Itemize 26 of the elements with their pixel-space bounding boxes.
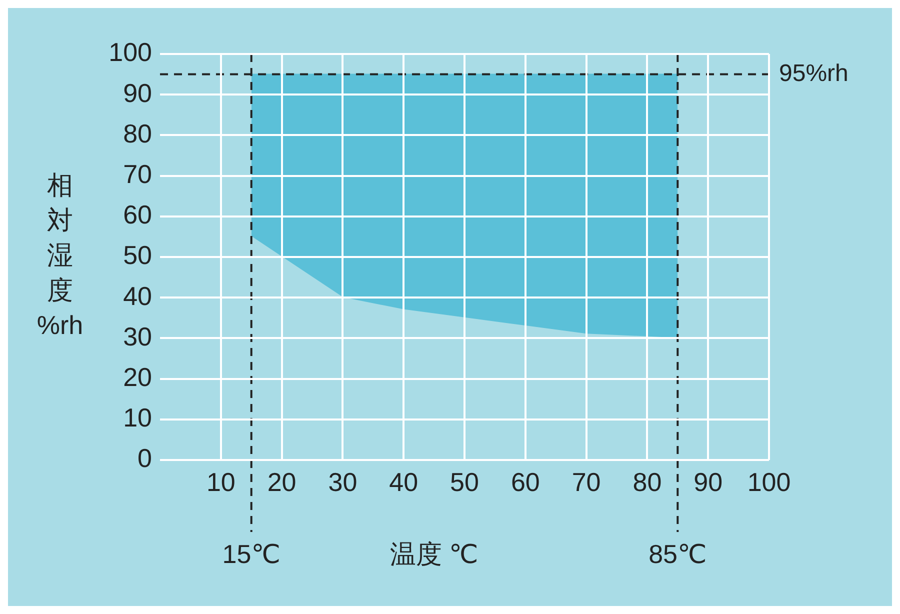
x-tick-label: 100 xyxy=(747,466,791,497)
x-tick-label: 30 xyxy=(328,466,358,497)
y-tick-label: 70 xyxy=(123,158,152,189)
x-tick-label: 70 xyxy=(572,466,601,497)
y-tick-label: 30 xyxy=(123,321,152,352)
x-tick-label: 20 xyxy=(267,466,296,497)
y-tick-label: 20 xyxy=(123,362,152,392)
y-tick-label: 0 xyxy=(138,443,152,474)
y-tick-label: 50 xyxy=(123,240,152,270)
ref-line-label: 15℃ xyxy=(222,539,280,570)
y-axis-title: 相対湿度%rh xyxy=(36,170,84,340)
x-tick-label: 50 xyxy=(450,466,479,497)
x-tick-label: 80 xyxy=(632,466,662,497)
x-tick-label: 40 xyxy=(389,466,418,497)
ref-line-label: 95%rh xyxy=(779,60,848,87)
x-tick-label: 90 xyxy=(694,466,723,497)
y-tick-label: 10 xyxy=(123,402,152,433)
y-tick-label: 90 xyxy=(123,78,152,108)
y-tick-label: 80 xyxy=(123,118,152,148)
x-tick-label: 60 xyxy=(510,466,540,497)
ref-line-label: 85℃ xyxy=(648,539,707,570)
y-tick-label: 40 xyxy=(123,280,152,311)
y-tick-label: 60 xyxy=(123,200,152,230)
x-axis-title: 温度 ℃ xyxy=(390,539,478,570)
y-tick-label: 100 xyxy=(108,37,152,68)
x-tick-label: 10 xyxy=(206,466,236,497)
